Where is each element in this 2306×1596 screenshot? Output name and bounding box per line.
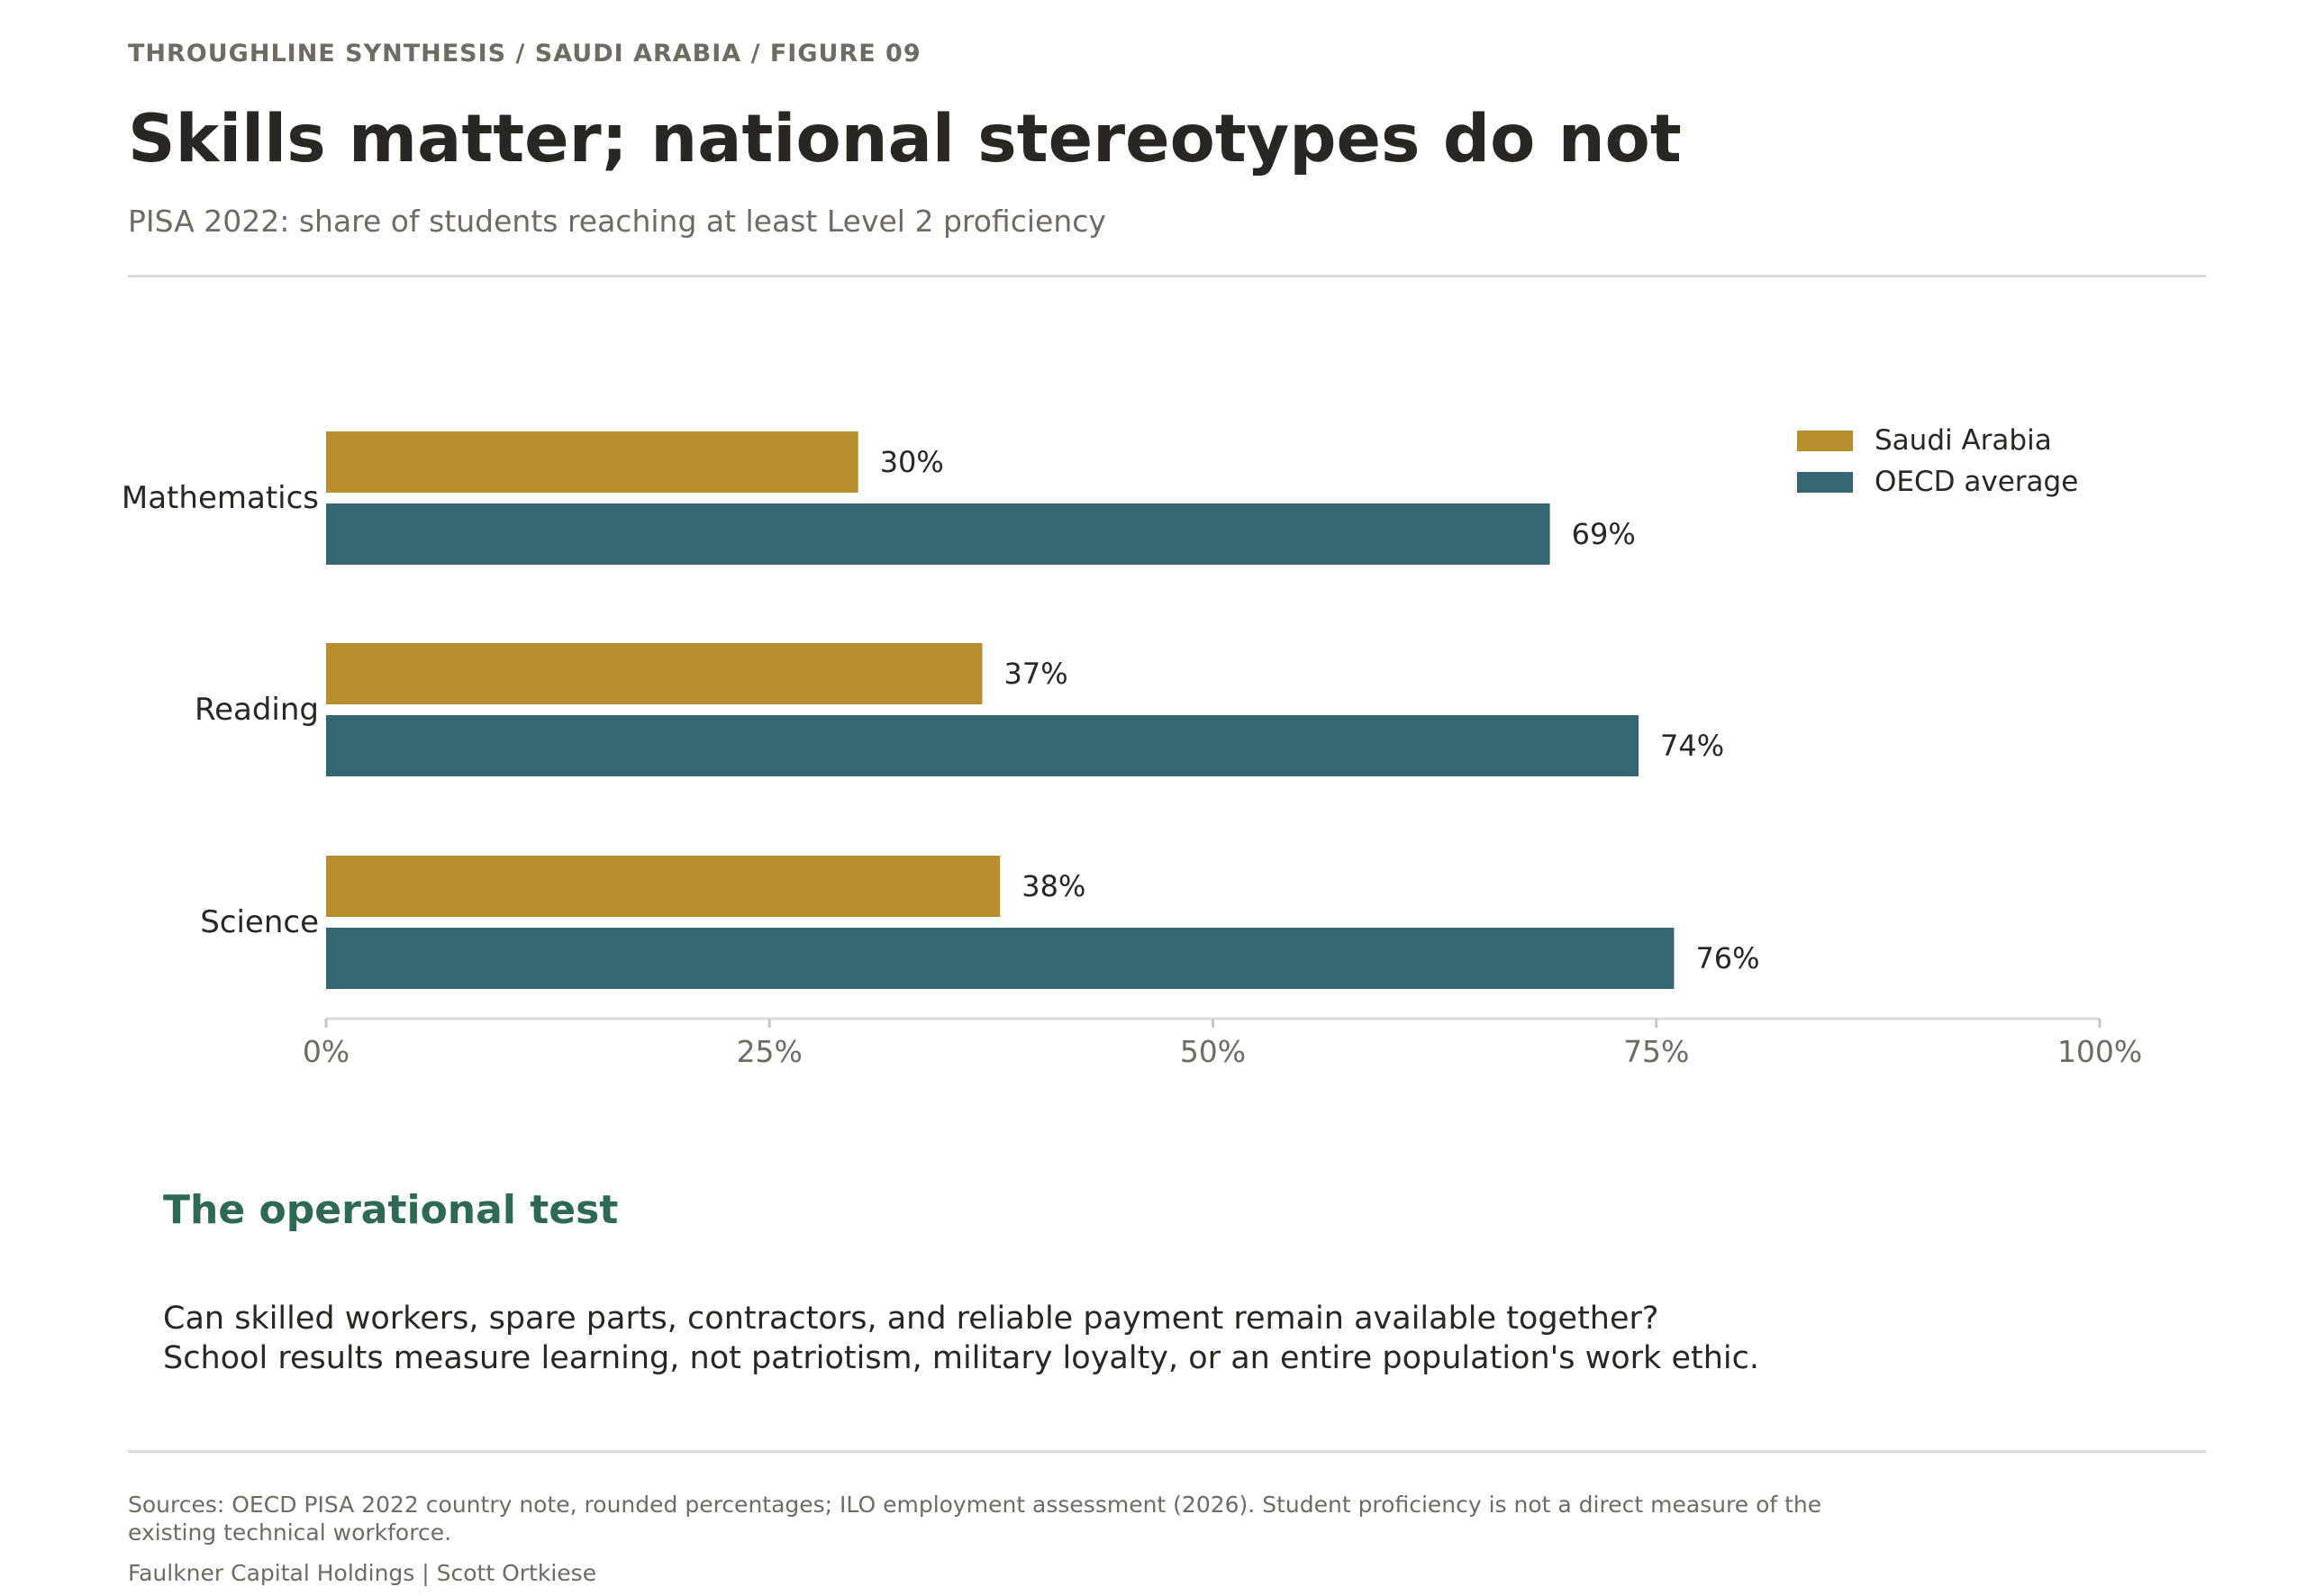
- credit-line: Faulkner Capital Holdings | Scott Ortkie…: [128, 1560, 597, 1586]
- header-divider: [128, 275, 2206, 277]
- chart-legend: Saudi Arabia OECD average: [1797, 420, 2078, 503]
- category-label-science: Science: [200, 904, 319, 940]
- page-subtitle: PISA 2022: share of students reaching at…: [128, 204, 1106, 239]
- bar-mathematics-oecd-average: [326, 503, 1550, 565]
- x-tick-label-50: 50%: [1180, 1034, 1246, 1069]
- legend-swatch-oecd-average: [1797, 471, 1853, 493]
- page-title: Skills matter; national stereotypes do n…: [128, 101, 1682, 177]
- category-label-reading: Reading: [195, 692, 319, 728]
- bar-reading-saudi-arabia: [326, 643, 983, 704]
- source-note: Sources: OECD PISA 2022 country note, ro…: [128, 1492, 1822, 1546]
- footer-divider: [128, 1450, 2206, 1453]
- data-label-reading-oecd-average: 74%: [1660, 729, 1724, 763]
- category-label-mathematics: Mathematics: [122, 480, 319, 516]
- bar-science-oecd-average: [326, 928, 1675, 989]
- legend-swatch-saudi-arabia: [1797, 430, 1853, 451]
- bar-reading-oecd-average: [326, 715, 1639, 776]
- legend-label-oecd-average: OECD average: [1875, 466, 2079, 498]
- data-label-science-oecd-average: 76%: [1695, 941, 1759, 975]
- section-body: Can skilled workers, spare parts, contra…: [163, 1299, 1759, 1378]
- data-label-mathematics-oecd-average: 69%: [1572, 517, 1636, 551]
- data-label-reading-saudi-arabia: 37%: [1004, 657, 1068, 691]
- x-tick-label-25: 25%: [737, 1034, 803, 1069]
- x-tick-label-0: 0%: [303, 1034, 350, 1069]
- legend-label-saudi-arabia: Saudi Arabia: [1875, 424, 2052, 457]
- figure-kicker: THROUGHLINE SYNTHESIS / SAUDI ARABIA / F…: [128, 40, 921, 68]
- section-body-line-1: Can skilled workers, spare parts, contra…: [163, 1301, 1659, 1337]
- data-label-science-saudi-arabia: 38%: [1021, 869, 1085, 903]
- section-title: The operational test: [163, 1187, 619, 1233]
- bar-science-saudi-arabia: [326, 856, 1001, 917]
- legend-item-oecd-average: OECD average: [1797, 461, 2078, 503]
- legend-item-saudi-arabia: Saudi Arabia: [1797, 420, 2078, 461]
- bar-mathematics-saudi-arabia: [326, 431, 858, 493]
- section-body-line-2: School results measure learning, not pat…: [163, 1340, 1759, 1376]
- bar-chart: Mathematics 30% 69% Reading 37% 74% Science 38%…: [122, 431, 2142, 1069]
- data-label-mathematics-saudi-arabia: 30%: [880, 445, 944, 479]
- x-tick-label-100: 100%: [2057, 1034, 2142, 1069]
- x-tick-label-75: 75%: [1623, 1034, 1689, 1069]
